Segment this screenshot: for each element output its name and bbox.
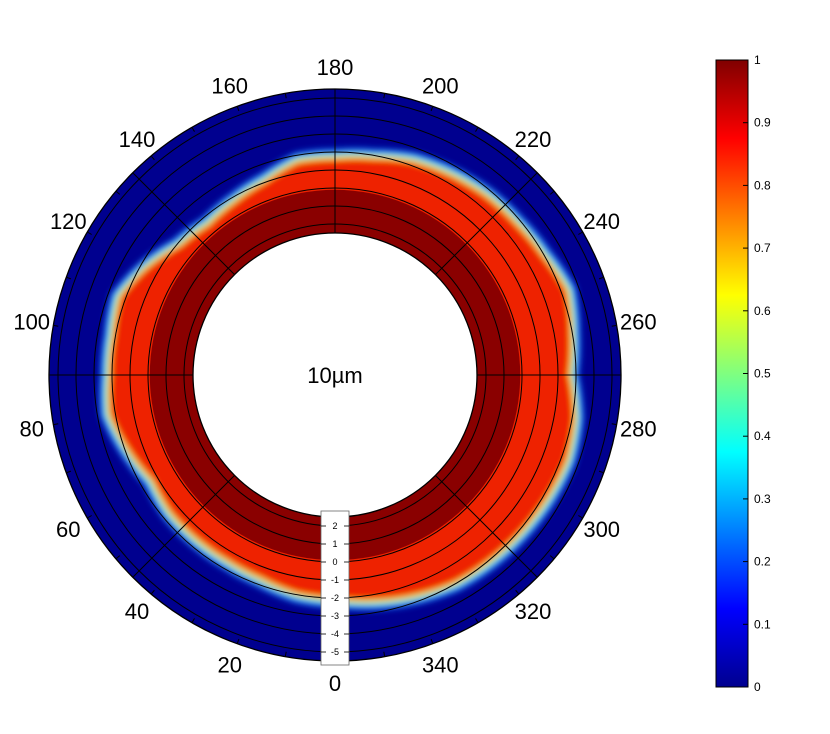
grid-spoke: [132, 172, 235, 275]
grid-tick: [115, 555, 121, 560]
grid-tick: [191, 618, 195, 623]
angle-label-40: 40: [125, 599, 149, 624]
radial-scale-label: 2: [332, 521, 337, 531]
colorbar-label: 0.2: [754, 555, 771, 569]
colorbar: 0 0.1 0.2 0.3 0.4 0.5 0.6 0.7 0.8 0.9 1: [715, 53, 771, 694]
grid-tick: [515, 589, 520, 595]
grid-spoke: [435, 475, 538, 578]
grid-tick: [578, 515, 583, 519]
angle-label-180: 180: [317, 55, 354, 80]
grid-tick: [430, 638, 434, 644]
grid-tick: [284, 651, 287, 657]
grid-tick: [150, 589, 155, 595]
grid-tick: [87, 231, 92, 235]
angle-label-20: 20: [217, 652, 241, 677]
radial-scale: 2 1 0 -1 -2 -3 -4 -5: [320, 510, 350, 666]
colorbar-label: 0.9: [754, 116, 771, 130]
inner-hole: [193, 233, 477, 517]
grid-tick: [66, 276, 72, 280]
colorbar-label: 1: [754, 53, 761, 67]
angle-label-280: 280: [620, 417, 657, 442]
grid-tick: [115, 190, 121, 195]
angle-label-100: 100: [13, 310, 50, 335]
radial-scale-strip: [320, 510, 350, 666]
grid-spoke: [132, 475, 235, 578]
angle-label-80: 80: [19, 417, 43, 442]
angle-label-260: 260: [620, 310, 657, 335]
grid-tick: [475, 618, 479, 623]
polar-grid: [48, 88, 622, 662]
grid-tick: [66, 470, 72, 474]
angle-label-0: 0: [329, 671, 341, 696]
colorbar-label: 0: [754, 680, 761, 694]
angle-label-200: 200: [422, 74, 459, 99]
angle-label-220: 220: [515, 127, 552, 152]
grid-tick: [549, 190, 555, 195]
grid-tick: [611, 423, 617, 426]
grid-tick: [598, 470, 604, 474]
radial-scale-label: -1: [331, 575, 339, 585]
radial-scale-label: -2: [331, 593, 339, 603]
grid-tick: [383, 651, 386, 657]
colorbar-label: 0.3: [754, 492, 771, 506]
angle-label-160: 160: [211, 74, 248, 99]
colorbar-label: 0.5: [754, 367, 771, 381]
grid-tick: [191, 127, 195, 132]
grid-tick: [578, 231, 583, 235]
angle-label-240: 240: [583, 209, 620, 234]
colorbar-label: 0.4: [754, 429, 771, 443]
grid-tick: [598, 276, 604, 280]
colorbar-label: 0.8: [754, 178, 771, 192]
angle-label-320: 320: [515, 599, 552, 624]
grid-tick: [611, 324, 617, 327]
grid-tick: [87, 515, 92, 519]
grid-tick: [475, 127, 479, 132]
radial-scale-label: 1: [332, 539, 337, 549]
grid-tick: [549, 555, 555, 560]
angle-label-140: 140: [119, 127, 156, 152]
grid-tick: [236, 638, 240, 644]
grid-tick: [284, 93, 287, 99]
radial-scale-label: -3: [331, 611, 339, 621]
grid-spoke: [435, 172, 538, 275]
colorbar-label: 0.6: [754, 304, 771, 318]
colorbar-label: 0.1: [754, 617, 771, 631]
radial-scale-label: -4: [331, 629, 339, 639]
center-label: 10µm: [307, 363, 362, 388]
colorbar-label: 0.7: [754, 241, 771, 255]
colorbar-bar: [715, 59, 749, 688]
angle-label-300: 300: [583, 517, 620, 542]
radial-scale-label: -5: [331, 647, 339, 657]
grid-tick: [53, 324, 59, 327]
grid-tick: [53, 423, 59, 426]
grid-tick: [383, 93, 386, 99]
angle-label-60: 60: [56, 517, 80, 542]
grid-tick: [236, 106, 240, 112]
radial-scale-label: 0: [332, 557, 337, 567]
grid-tick: [430, 106, 434, 112]
grid-tick: [150, 155, 155, 161]
angular-tick-labels: 0204060801001201401601802002202402602803…: [13, 55, 656, 696]
angle-label-120: 120: [50, 209, 87, 234]
angle-label-340: 340: [422, 652, 459, 677]
grid-tick: [515, 155, 520, 161]
